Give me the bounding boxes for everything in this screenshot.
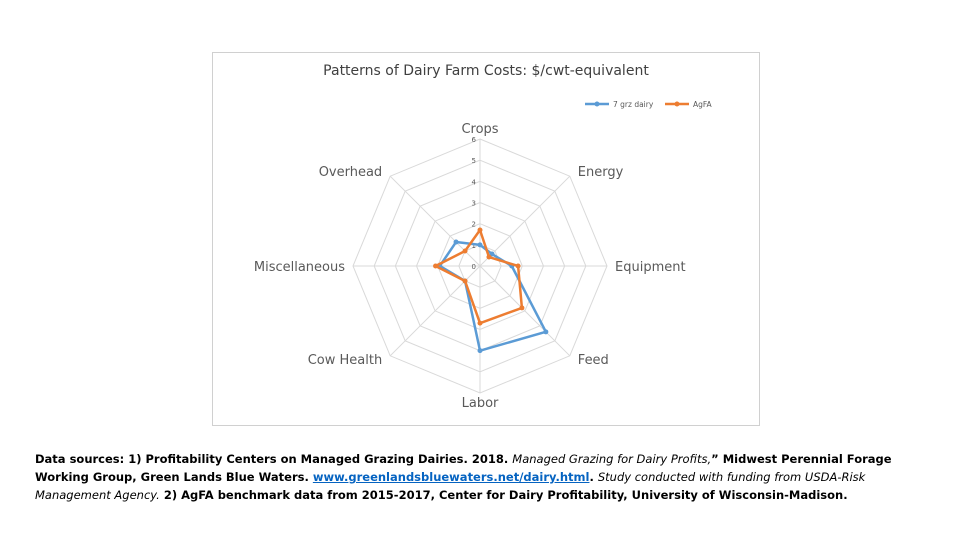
tick-label: 2 [472,221,476,229]
data-point [433,263,439,269]
data-point [519,305,525,311]
tick-label: 5 [472,157,476,165]
data-point [477,348,483,354]
footnote-part-1: Data sources: 1) Profitability Centers o… [35,452,509,466]
footnote-part-4: . [589,470,594,484]
axis-label: Labor [462,396,499,411]
footnote-part-2: Managed Grazing for Dairy Profits, [512,452,712,466]
axis-label: Overhead [319,165,383,180]
data-point [453,239,459,245]
tick-label: 3 [472,200,476,208]
data-point [462,278,468,284]
data-point [462,248,468,254]
data-point [543,329,549,335]
legend-label: AgFA [693,100,713,109]
data-point [486,254,492,260]
data-point [477,320,483,326]
axis-label: Energy [578,165,624,180]
tick-label: 6 [472,136,477,144]
axis-label: Miscellaneous [254,260,345,275]
grid-spoke [479,175,571,267]
tick-label: 1 [472,242,476,250]
footnote-part-3: ” Midwest Perennial Forage Working Group… [35,452,892,484]
source-link[interactable]: www.greenlandsbluewaters.net/dairy.html [312,470,590,484]
footnote-part-6: 2) AgFA benchmark data from 2015-2017, C… [163,488,848,502]
grid-spoke [479,265,571,357]
legend-marker [594,101,600,107]
tick-label: 0 [472,263,476,271]
data-point [515,263,521,269]
axis-label: Feed [578,353,609,368]
footnote: Data sources: 1) Profitability Centers o… [35,450,935,504]
legend-label: 7 grz dairy [613,100,654,109]
chart-title: Patterns of Dairy Farm Costs: $/cwt-equi… [323,63,649,79]
data-point [477,227,483,233]
data-point [477,242,483,248]
chart-frame: Patterns of Dairy Farm Costs: $/cwt-equi… [212,52,760,426]
axis-label: Equipment [615,260,686,275]
legend-marker [674,101,680,107]
axis-label: Cow Health [308,353,382,368]
axis-label: Crops [461,122,498,137]
tick-label: 4 [472,178,477,186]
footnote-part-5: Study conducted with funding from USDA-R… [35,470,866,502]
